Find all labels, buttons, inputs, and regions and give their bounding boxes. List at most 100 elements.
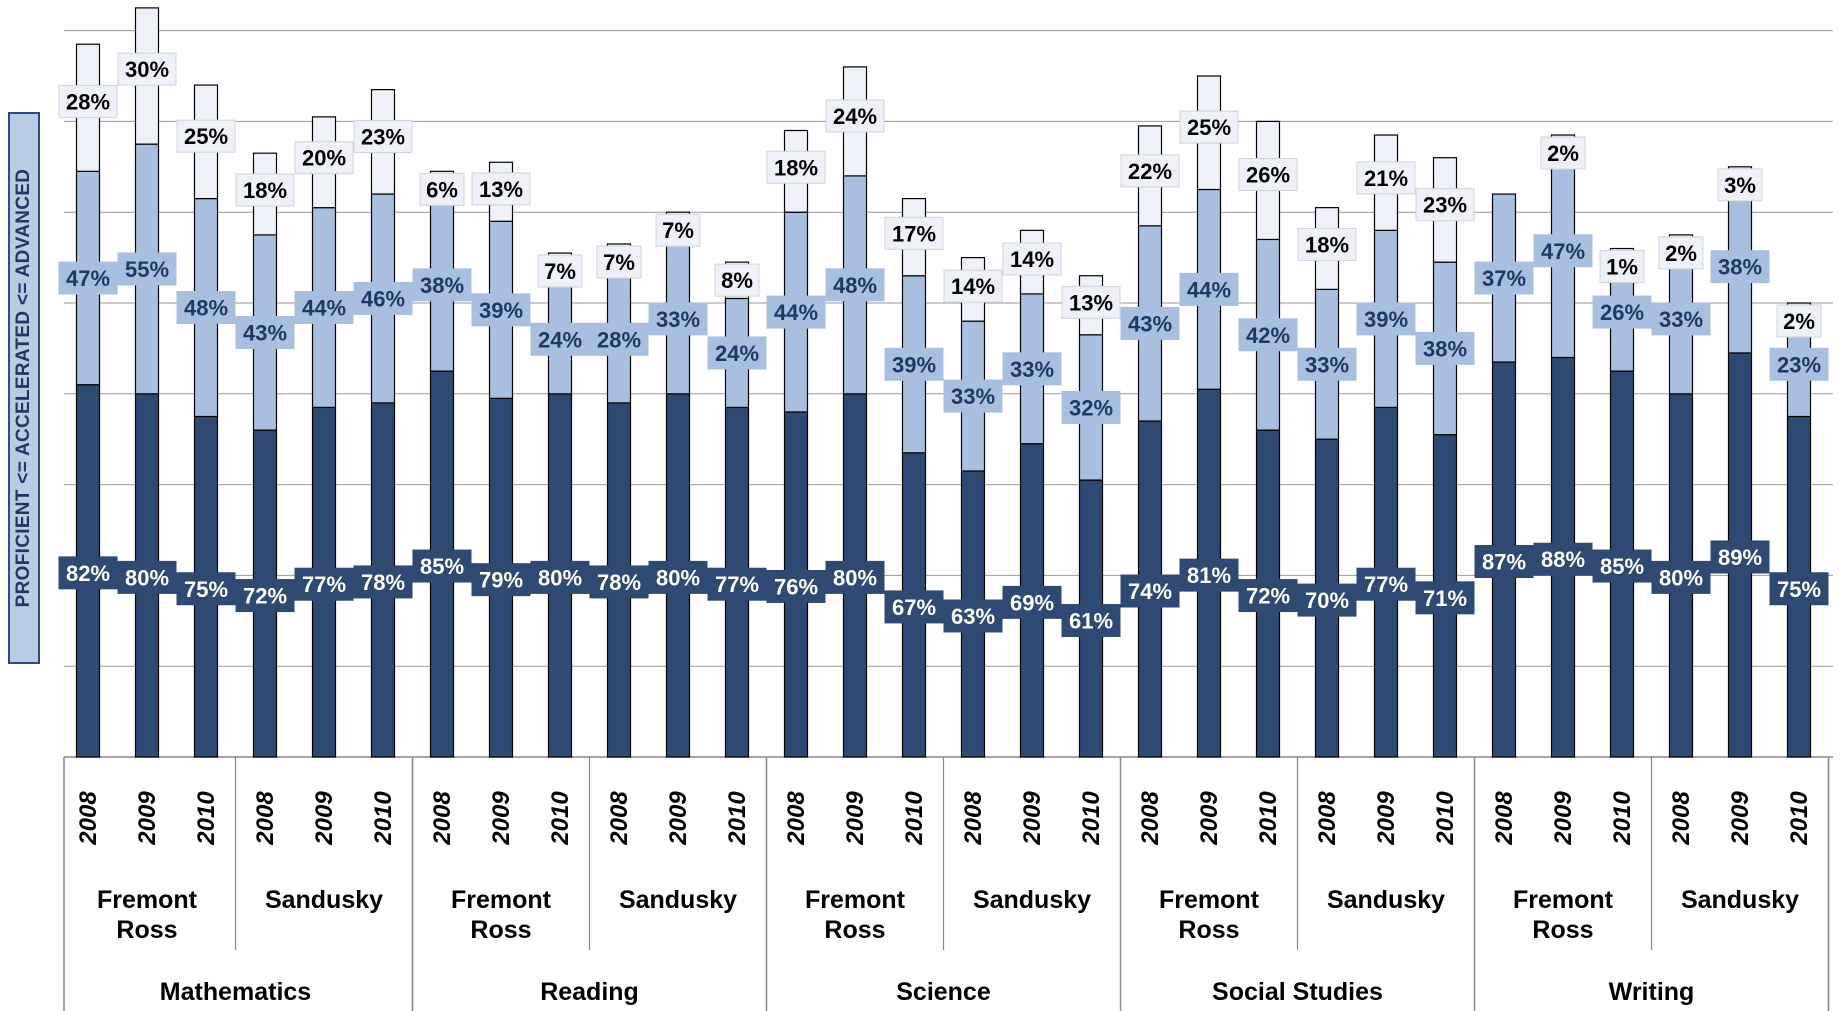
label-advanced-box	[1717, 168, 1763, 202]
label-proficient: 71%	[1423, 586, 1467, 611]
label-advanced-box	[825, 99, 885, 133]
tick-label-year: 2010	[901, 791, 928, 846]
label-proficient: 80%	[833, 565, 877, 590]
label-accelerated-box	[1474, 261, 1534, 295]
label-proficient-box	[1592, 549, 1652, 583]
tick-label-year: 2009	[1373, 791, 1400, 846]
tick-label-year: 2010	[193, 791, 220, 846]
label-accelerated-box	[1002, 352, 1062, 386]
tick-label-school: Sandusky	[265, 886, 383, 914]
label-accelerated-box	[1179, 272, 1239, 306]
label-advanced-box	[1297, 227, 1357, 261]
label-accelerated: 43%	[1128, 311, 1172, 336]
label-advanced-box	[714, 263, 760, 297]
label-accelerated: 42%	[1246, 323, 1290, 348]
label-accelerated: 23%	[1777, 352, 1821, 377]
label-proficient: 80%	[1659, 565, 1703, 590]
label-proficient: 74%	[1128, 579, 1172, 604]
label-proficient-box	[530, 560, 590, 594]
label-accelerated: 38%	[1423, 336, 1467, 361]
label-proficient-box	[1651, 560, 1711, 594]
label-accelerated: 38%	[420, 273, 464, 298]
label-proficient-box	[471, 563, 531, 597]
label-proficient-box	[235, 579, 295, 613]
label-advanced: 22%	[1128, 159, 1172, 184]
label-accelerated: 33%	[1305, 352, 1349, 377]
label-proficient-box	[1061, 604, 1121, 638]
label-proficient: 75%	[184, 577, 228, 602]
label-advanced-box	[1776, 304, 1822, 338]
label-proficient-box	[884, 590, 944, 624]
label-proficient-box	[1533, 542, 1593, 576]
tick-label-school: Ross	[116, 916, 177, 944]
label-proficient-box	[766, 569, 826, 603]
label-accelerated-box	[1061, 390, 1121, 424]
tick-label-subject: Mathematics	[160, 978, 311, 1006]
label-accelerated-box	[1710, 250, 1770, 284]
label-proficient: 85%	[1600, 554, 1644, 579]
label-proficient-box	[117, 560, 177, 594]
label-accelerated: 24%	[538, 327, 582, 352]
label-advanced-box	[1415, 188, 1475, 222]
label-advanced-box	[1540, 136, 1586, 170]
label-accelerated: 44%	[302, 296, 346, 321]
label-accelerated-box	[353, 281, 413, 315]
label-proficient: 77%	[715, 572, 759, 597]
label-proficient: 67%	[892, 595, 936, 620]
label-advanced-box	[1061, 285, 1121, 319]
label-accelerated: 28%	[597, 327, 641, 352]
label-accelerated-box	[766, 295, 826, 329]
tick-label-year: 2009	[665, 791, 692, 846]
tick-label-year: 2010	[547, 791, 574, 846]
label-accelerated: 55%	[125, 257, 169, 282]
tick-label-school: Sandusky	[1327, 886, 1445, 914]
label-advanced: 23%	[1423, 193, 1467, 218]
label-advanced-box	[117, 52, 177, 86]
label-proficient: 78%	[361, 570, 405, 595]
label-proficient-box	[1474, 545, 1534, 579]
label-accelerated: 46%	[361, 286, 405, 311]
label-proficient: 88%	[1541, 547, 1585, 572]
label-proficient-box	[353, 565, 413, 599]
tick-label-subject: Science	[896, 978, 991, 1006]
label-advanced: 18%	[774, 155, 818, 180]
label-advanced: 23%	[361, 125, 405, 150]
label-accelerated-box	[117, 252, 177, 286]
label-accelerated: 39%	[1364, 307, 1408, 332]
tick-label-subject: Social Studies	[1212, 978, 1383, 1006]
label-accelerated-box	[1356, 302, 1416, 336]
label-advanced-box	[1002, 242, 1062, 276]
label-proficient-box	[1769, 572, 1829, 606]
tick-label-year: 2009	[488, 791, 515, 846]
tick-label-year: 2009	[842, 791, 869, 846]
label-advanced-box	[1179, 110, 1239, 144]
tick-label-year: 2008	[429, 791, 456, 846]
tick-label-year: 2008	[1668, 791, 1695, 846]
tick-label-year: 2009	[1727, 791, 1754, 846]
label-accelerated: 37%	[1482, 266, 1526, 291]
tick-label-school: Sandusky	[619, 886, 737, 914]
label-proficient: 72%	[243, 584, 287, 609]
label-advanced-box	[471, 172, 531, 206]
label-advanced: 26%	[1246, 163, 1290, 188]
label-accelerated-box	[235, 316, 295, 350]
tick-label-year: 2010	[1255, 791, 1282, 846]
label-proficient-box	[176, 572, 236, 606]
label-advanced: 6%	[426, 177, 458, 202]
tick-label-school: Ross	[1178, 916, 1239, 944]
label-accelerated-box	[648, 302, 708, 336]
label-proficient-box	[1415, 581, 1475, 615]
tick-label-year: 2010	[1078, 791, 1105, 846]
label-advanced: 7%	[662, 218, 694, 243]
label-accelerated-box	[1769, 347, 1829, 381]
label-advanced: 21%	[1364, 166, 1408, 191]
tick-label-year: 2010	[1432, 791, 1459, 846]
label-advanced-box	[766, 150, 826, 184]
label-accelerated-box	[1592, 295, 1652, 329]
label-proficient: 69%	[1010, 590, 1054, 615]
label-accelerated: 47%	[66, 266, 110, 291]
label-accelerated-box	[58, 261, 118, 295]
label-advanced-box	[353, 120, 413, 154]
label-accelerated: 33%	[1010, 357, 1054, 382]
